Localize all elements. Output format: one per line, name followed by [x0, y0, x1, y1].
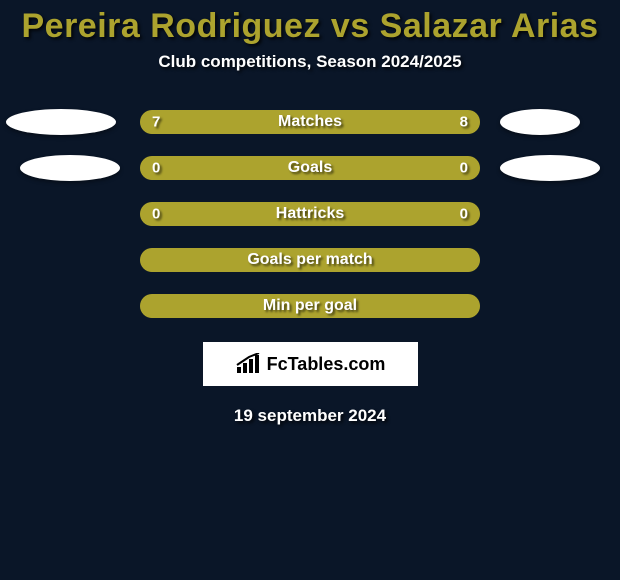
stat-bar-fill-right — [310, 156, 480, 180]
stat-label: Goals per match — [247, 251, 372, 269]
stat-label: Min per goal — [263, 297, 357, 315]
stat-bar: Hattricks 0 0 — [140, 202, 480, 226]
stat-bar: Min per goal — [140, 294, 480, 318]
comparison-subtitle: Club competitions, Season 2024/2025 — [158, 52, 461, 72]
stat-label: Goals — [288, 159, 332, 177]
comparison-title: Pereira Rodriguez vs Salazar Arias — [21, 7, 598, 46]
stat-value-left: 7 — [152, 114, 160, 131]
player-marker-left — [20, 155, 120, 181]
comparison-widget: Pereira Rodriguez vs Salazar Arias Club … — [0, 0, 620, 580]
player-marker-right — [500, 155, 600, 181]
attribution-text: FcTables.com — [267, 354, 386, 375]
player-marker-right — [500, 109, 580, 135]
bar-chart-icon — [235, 353, 263, 375]
stat-row: Hattricks 0 0 — [0, 202, 620, 226]
stat-bar: Goals per match — [140, 248, 480, 272]
stat-value-right: 0 — [460, 206, 468, 223]
stat-bar-fill-left — [140, 156, 310, 180]
stat-bar: Goals 0 0 — [140, 156, 480, 180]
stat-bar: Matches 7 8 — [140, 110, 480, 134]
stat-row: Goals 0 0 — [0, 156, 620, 180]
stats-block: Matches 7 8 Goals 0 0 Hattricks 0 0 Goals per mat… — [0, 110, 620, 318]
snapshot-date: 19 september 2024 — [234, 406, 386, 426]
stat-value-right: 8 — [460, 114, 468, 131]
stat-value-left: 0 — [152, 206, 160, 223]
stat-label: Hattricks — [276, 205, 344, 223]
attribution-badge[interactable]: FcTables.com — [203, 342, 418, 386]
stat-value-left: 0 — [152, 160, 160, 177]
stat-row: Min per goal — [0, 294, 620, 318]
stat-row: Goals per match — [0, 248, 620, 272]
stat-value-right: 0 — [460, 160, 468, 177]
stat-label: Matches — [278, 113, 342, 131]
stat-bar-fill-left — [140, 110, 299, 134]
stat-row: Matches 7 8 — [0, 110, 620, 134]
player-marker-left — [6, 109, 116, 135]
